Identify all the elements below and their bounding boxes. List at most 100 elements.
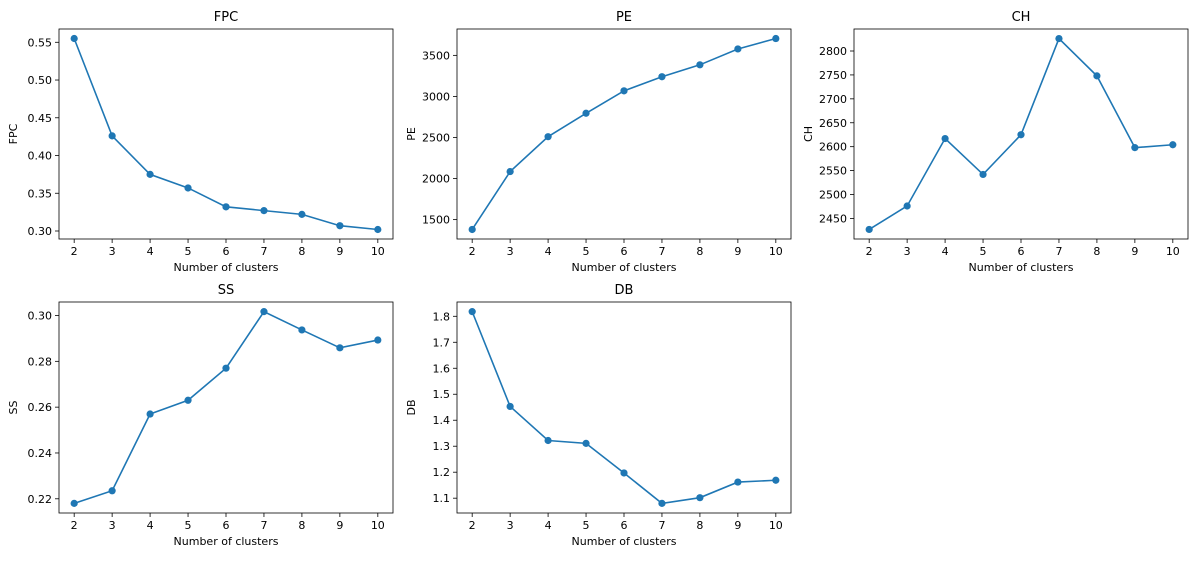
x-tick-label: 9 xyxy=(734,245,741,258)
y-tick-label: 0.30 xyxy=(28,310,53,323)
x-tick-label: 4 xyxy=(147,519,154,532)
x-tick-label: 10 xyxy=(371,245,385,258)
x-tick-label: 10 xyxy=(769,519,783,532)
x-tick-label: 2 xyxy=(71,519,78,532)
data-point xyxy=(374,225,382,234)
x-axis-label: Number of clusters xyxy=(572,261,677,274)
x-tick-label: 6 xyxy=(621,519,628,532)
x-tick-label: 9 xyxy=(336,245,343,258)
data-point xyxy=(506,402,514,411)
y-tick-label: 2450 xyxy=(819,212,847,225)
data-point xyxy=(544,436,552,445)
y-tick-label: 2800 xyxy=(819,45,847,58)
x-tick-label: 7 xyxy=(658,519,665,532)
y-tick-label: 0.35 xyxy=(28,187,53,200)
x-axis-label: Number of clusters xyxy=(174,535,279,548)
x-tick-label: 3 xyxy=(109,519,116,532)
x-tick-label: 5 xyxy=(980,245,987,258)
x-tick-label: 8 xyxy=(298,245,305,258)
x-tick-label: 5 xyxy=(583,245,590,258)
data-point xyxy=(734,45,742,53)
y-axis-label: FPC xyxy=(7,123,20,144)
data-point xyxy=(336,222,344,230)
y-tick-label: 3500 xyxy=(422,49,450,62)
data-point xyxy=(146,410,154,418)
y-tick-label: 1.3 xyxy=(433,440,451,453)
x-tick-label: 6 xyxy=(1018,245,1025,258)
plot-area-frame xyxy=(58,301,394,514)
y-tick-label: 0.28 xyxy=(28,355,53,368)
data-point xyxy=(506,167,514,176)
y-tick-label: 0.50 xyxy=(28,74,53,87)
x-tick-label: 6 xyxy=(223,519,230,532)
y-tick-label: 2700 xyxy=(819,93,847,106)
chart-panel-ss: 2 3 4 5 6 7 8 9 10 0.22 0.24 0.26 0.28 0.30 SS Number o… xyxy=(7,283,394,548)
chart-panel-db: 2 3 4 5 6 7 8 9 10 1.1 1.2 1.3 1.4 1.5 1.6 1.7 1.8 DB Numb… xyxy=(405,283,792,548)
chart-panel-pe: 2 3 4 5 6 7 8 9 10 1500 2000 2500 3000 3500 PE Number o… xyxy=(405,10,792,274)
y-tick-label: 2500 xyxy=(819,189,847,202)
data-point xyxy=(336,344,344,352)
x-tick-label: 6 xyxy=(621,245,628,258)
data-point xyxy=(979,170,987,179)
data-point xyxy=(70,499,78,507)
data-point xyxy=(544,133,552,141)
y-tick-label: 0.55 xyxy=(28,36,53,49)
y-axis-label: DB xyxy=(405,399,418,415)
data-point xyxy=(582,109,590,117)
y-tick-label: 3000 xyxy=(422,90,450,103)
x-axis-label: Number of clusters xyxy=(174,261,279,274)
chart-title: SS xyxy=(218,283,235,298)
x-tick-label: 4 xyxy=(942,245,949,258)
y-tick-label: 1.8 xyxy=(433,310,451,323)
x-tick-label: 4 xyxy=(545,519,552,532)
x-tick-label: 2 xyxy=(469,519,476,532)
x-tick-label: 10 xyxy=(1166,245,1180,258)
data-point xyxy=(108,487,116,495)
data-point xyxy=(1093,72,1101,80)
data-point xyxy=(108,132,116,140)
data-point xyxy=(468,225,476,234)
chart-title: PE xyxy=(616,10,632,25)
y-tick-label: 1.6 xyxy=(433,362,451,375)
x-tick-label: 2 xyxy=(469,245,476,258)
data-point xyxy=(468,308,476,316)
chart-title: FPC xyxy=(214,10,238,25)
data-point xyxy=(222,364,230,372)
x-tick-label: 2 xyxy=(866,245,873,258)
y-tick-label: 1.2 xyxy=(433,466,451,479)
data-point xyxy=(734,478,742,486)
x-tick-label: 8 xyxy=(696,519,703,532)
data-point xyxy=(184,184,192,192)
data-point xyxy=(620,469,628,477)
data-point xyxy=(70,34,78,43)
x-tick-label: 7 xyxy=(260,519,267,532)
data-point xyxy=(222,203,230,211)
data-point xyxy=(1055,34,1063,43)
x-tick-label: 2 xyxy=(71,245,78,258)
y-tick-label: 1.5 xyxy=(433,388,451,401)
data-point xyxy=(1131,144,1139,152)
data-point xyxy=(903,202,911,210)
x-tick-label: 4 xyxy=(147,245,154,258)
y-tick-label: 2500 xyxy=(422,131,450,144)
series-line-pe xyxy=(471,37,777,230)
y-tick-label: 0.26 xyxy=(28,401,53,414)
data-point xyxy=(772,34,780,43)
y-tick-label: 0.40 xyxy=(28,150,53,163)
series-line-ss xyxy=(73,310,378,505)
y-tick-label: 1.1 xyxy=(433,492,451,505)
y-tick-label: 1.7 xyxy=(433,336,451,349)
plot-area-frame xyxy=(58,28,394,240)
data-point xyxy=(298,210,306,218)
x-tick-label: 5 xyxy=(185,519,192,532)
data-point xyxy=(260,207,268,215)
x-tick-label: 3 xyxy=(507,519,514,532)
x-tick-label: 10 xyxy=(371,519,385,532)
x-tick-label: 8 xyxy=(696,245,703,258)
y-tick-label: 0.45 xyxy=(28,112,53,125)
y-tick-label: 2600 xyxy=(819,141,847,154)
x-tick-label: 5 xyxy=(185,245,192,258)
x-tick-label: 5 xyxy=(583,519,590,532)
y-axis-label: SS xyxy=(7,401,20,415)
data-point xyxy=(658,73,666,81)
